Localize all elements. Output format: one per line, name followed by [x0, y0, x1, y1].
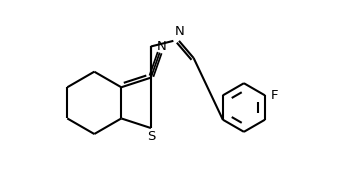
Text: F: F — [271, 89, 278, 102]
Text: N: N — [175, 25, 185, 38]
Text: S: S — [147, 130, 155, 143]
Text: N: N — [157, 40, 167, 53]
